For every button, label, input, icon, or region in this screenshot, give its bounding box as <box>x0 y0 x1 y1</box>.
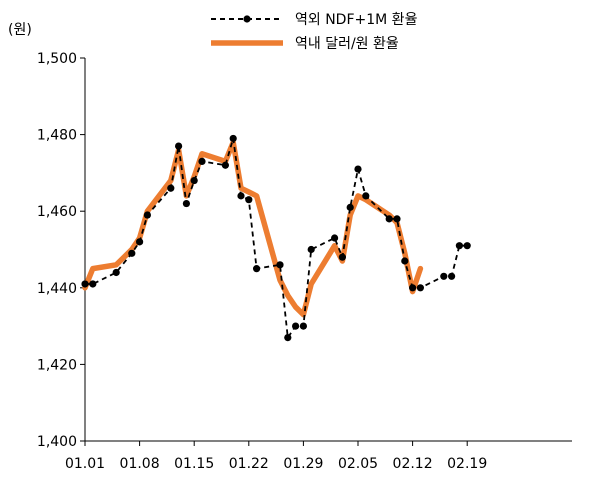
x-tick-label: 02.19 <box>447 456 487 472</box>
series-ndf-point <box>409 284 417 292</box>
series-ndf-point <box>81 280 89 288</box>
series-ndf-point <box>455 242 463 250</box>
x-tick-label: 01.15 <box>174 456 214 472</box>
y-tick-label: 1,460 <box>37 204 77 220</box>
series-ndf-point <box>393 215 401 223</box>
y-tick-label: 1,500 <box>37 51 77 67</box>
series-ndf-point <box>284 333 292 342</box>
series-ndf-point <box>346 203 354 211</box>
legend-item-ndf: 역외 NDF+1M 환율 <box>211 12 418 28</box>
y-axis-unit-label: (원) <box>8 22 32 38</box>
x-tick-label: 02.12 <box>393 456 433 472</box>
series-ndf-point <box>89 280 97 288</box>
series-ndf-point <box>221 161 229 169</box>
series-ndf-point <box>136 238 144 246</box>
series-ndf-point <box>245 196 253 204</box>
series-ndf-point <box>354 165 362 173</box>
y-tick-label: 1,400 <box>37 434 77 450</box>
series-ndf-point <box>167 184 175 192</box>
series-ndf-point <box>401 257 409 265</box>
series-ndf-point <box>338 253 346 261</box>
series-layer <box>81 134 471 342</box>
y-tick-label: 1,440 <box>37 281 77 297</box>
series-ndf-point <box>448 272 456 280</box>
series-ndf-point <box>299 322 307 330</box>
series-ndf-point <box>182 199 190 208</box>
x-tick-label: 02.05 <box>338 456 378 472</box>
series-ndf-point <box>292 322 300 330</box>
series-ndf-point <box>143 211 151 219</box>
series-ndf-point <box>362 192 370 200</box>
series-ndf-point <box>112 268 120 277</box>
series-ndf-point <box>237 192 245 200</box>
y-tick-label: 1,480 <box>37 128 77 144</box>
legend-onshore-label: 역내 달러/원 환율 <box>295 36 399 52</box>
series-ndf-point <box>331 234 339 242</box>
series-ndf-point <box>416 284 424 292</box>
series-ndf-point <box>175 142 183 150</box>
series-ndf-point <box>385 215 393 223</box>
series-ndf-point <box>128 249 136 257</box>
x-tick-label: 01.01 <box>65 456 105 472</box>
axes <box>80 57 572 446</box>
legend: 역외 NDF+1M 환율 역내 달러/원 환율 <box>211 12 418 52</box>
legend-ndf-marker <box>243 15 251 23</box>
x-tick-label: 01.29 <box>283 456 323 472</box>
series-ndf-point <box>276 261 284 269</box>
series-ndf-point <box>463 242 471 250</box>
series-ndf-point <box>229 134 237 143</box>
x-tick-label: 01.08 <box>120 456 160 472</box>
series-ndf-point <box>190 176 198 185</box>
series-onshore-line <box>82 139 424 318</box>
series-ndf-point <box>198 157 206 166</box>
legend-ndf-label: 역외 NDF+1M 환율 <box>295 12 418 28</box>
x-tick-label: 01.22 <box>229 456 269 472</box>
series-ndf-point <box>440 272 448 280</box>
series-ndf-point <box>253 265 261 273</box>
y-tick-label: 1,420 <box>37 357 77 373</box>
series-ndf-point <box>307 245 315 254</box>
legend-item-onshore: 역내 달러/원 환율 <box>211 36 399 52</box>
series-ndf-line <box>85 138 468 341</box>
tick-labels: 1,400 1,420 1,440 1,460 1,480 1,500 01.01 01.08… <box>37 51 487 472</box>
